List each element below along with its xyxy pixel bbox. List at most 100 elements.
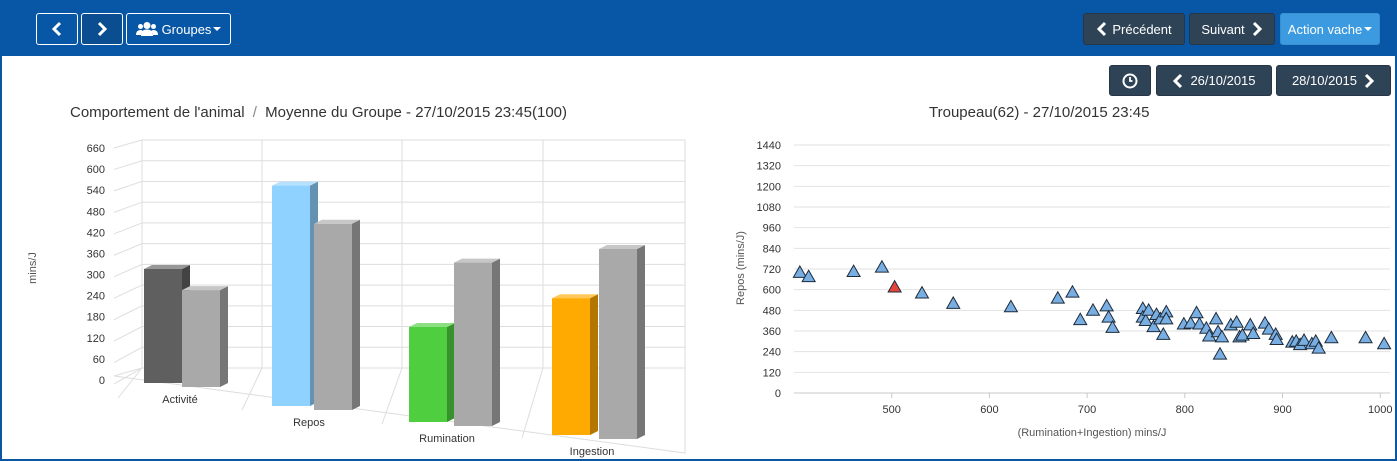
bar-chart-y-tick: 0 (99, 375, 105, 387)
scatter-x-tick: 1000 (1368, 404, 1392, 416)
scatter-point (1192, 316, 1207, 330)
scatter-point (1214, 329, 1230, 343)
forward-button[interactable] (81, 13, 123, 45)
scatter-y-tick: 1080 (757, 202, 781, 214)
bar-side (637, 245, 645, 439)
scatter-x-tick: 600 (980, 404, 998, 416)
next-button[interactable]: Suivant (1189, 13, 1275, 45)
previous-date-button[interactable]: 26/10/2015 (1156, 65, 1272, 96)
bar-top (599, 245, 645, 249)
bar-chart-y-tick: 480 (87, 206, 105, 218)
bar (182, 290, 220, 387)
next-date-label: 28/10/2015 (1291, 73, 1358, 88)
users-icon (135, 22, 158, 36)
bar-chart-y-axis-label: mins/J (27, 252, 39, 284)
bar-top (144, 265, 190, 269)
scatter-point (1065, 284, 1080, 298)
chevron-right-icon (1364, 73, 1375, 88)
bar-chart-y-tick: 600 (87, 164, 105, 176)
scatter-y-tick: 840 (763, 243, 781, 255)
scatter-y-tick: 600 (763, 285, 781, 297)
herd-scatter-chart: 1440132012001080960840720600480360240120… (735, 140, 1392, 439)
bar-chart-gridline-side (113, 180, 143, 192)
scatter-point (1099, 298, 1115, 312)
bar (314, 223, 352, 410)
scatter-point (1141, 302, 1157, 316)
scatter-point (1296, 332, 1312, 346)
bar-side (447, 323, 455, 422)
scatter-point (945, 295, 961, 309)
bar (599, 249, 637, 439)
bar-top (409, 323, 455, 327)
scatter-point (1072, 312, 1088, 326)
scatter-y-tick: 0 (775, 388, 781, 400)
next-date-button[interactable]: 28/10/2015 (1276, 65, 1391, 96)
bar-chart-floor-line (117, 367, 143, 399)
clock-button[interactable] (1109, 65, 1151, 96)
bar-top (552, 294, 598, 299)
bar-chart-y-tick: 360 (87, 248, 105, 260)
bar-top (314, 219, 360, 224)
scatter-y-tick: 480 (763, 305, 781, 317)
herd-chart-title: Troupeau(62) - 27/10/2015 23:45 (929, 104, 1150, 121)
cow-action-dropdown-button[interactable]: Action vache (1280, 13, 1380, 45)
bar-side (352, 219, 360, 410)
groups-label: Groupes (161, 21, 212, 37)
scatter-point (1003, 299, 1019, 313)
bar-side (590, 294, 598, 435)
scatter-point (1311, 340, 1327, 354)
scatter-point (874, 259, 890, 273)
bar-chart-gridline-side (113, 263, 143, 278)
behavior-chart-title-separator: / (252, 104, 257, 121)
behavior-bar-chart: 660600540480420360300240180120600mins/JA… (27, 139, 686, 458)
chevron-right-icon (1252, 21, 1262, 37)
chevron-left-icon (51, 21, 62, 37)
next-label: Suivant (1201, 21, 1245, 37)
chevron-left-icon (1173, 73, 1183, 88)
previous-button[interactable]: Précédent (1083, 13, 1185, 45)
bar (552, 298, 590, 435)
bar-chart-category-label: Ingestion (570, 446, 615, 458)
action-label: Action vache (1287, 21, 1363, 37)
bar-chart-gridline-side (113, 305, 143, 321)
scatter-point (1138, 313, 1154, 327)
bar-chart-gridline-side (113, 346, 143, 363)
behavior-chart-title: Comportement de l'animal / Moyenne du Gr… (70, 104, 567, 121)
bar-chart-category-label: Activité (162, 394, 197, 406)
bar-side (220, 286, 228, 387)
previous-label: Précédent (1112, 21, 1172, 37)
bar-chart-gridline-side (113, 222, 143, 235)
scatter-point (1085, 302, 1101, 316)
bar-chart-floor-line (241, 367, 263, 411)
bar (454, 262, 492, 426)
scatter-point (1158, 311, 1174, 325)
previous-date-label: 26/10/2015 (1190, 73, 1256, 88)
bar-chart-y-tick: 300 (87, 270, 105, 282)
bar-top (454, 258, 500, 263)
scatter-point (1242, 317, 1258, 331)
back-button[interactable] (36, 13, 78, 45)
bar-chart-floor-line (381, 367, 403, 425)
bar-chart-gridline-side (113, 160, 143, 170)
bar-chart-y-tick: 240 (87, 291, 105, 303)
scatter-x-tick: 900 (1273, 404, 1291, 416)
bar-chart-y-tick: 60 (93, 354, 105, 366)
scatter-x-axis-label: (Rumination+Ingestion) mins/J (1018, 427, 1167, 439)
scatter-point (1229, 314, 1244, 328)
bar-chart-floor-line (521, 367, 544, 439)
scatter-point (1212, 346, 1228, 360)
scatter-point (1189, 305, 1204, 319)
bar-chart-category-label: Rumination (419, 433, 475, 445)
bar-chart-y-tick: 660 (87, 143, 105, 155)
scatter-point (1261, 321, 1277, 335)
scatter-point (1358, 330, 1373, 344)
bar (409, 327, 447, 422)
bar-chart-y-tick: 420 (87, 227, 105, 239)
scatter-y-tick: 1440 (757, 140, 781, 152)
groups-dropdown-button[interactable]: Groupes (126, 13, 231, 45)
scatter-point (1235, 327, 1250, 341)
bar-chart-y-tick: 540 (87, 185, 105, 197)
scatter-y-tick: 360 (763, 326, 781, 338)
top-navbar: Groupes Précédent Suivant Action vache (2, 0, 1397, 56)
